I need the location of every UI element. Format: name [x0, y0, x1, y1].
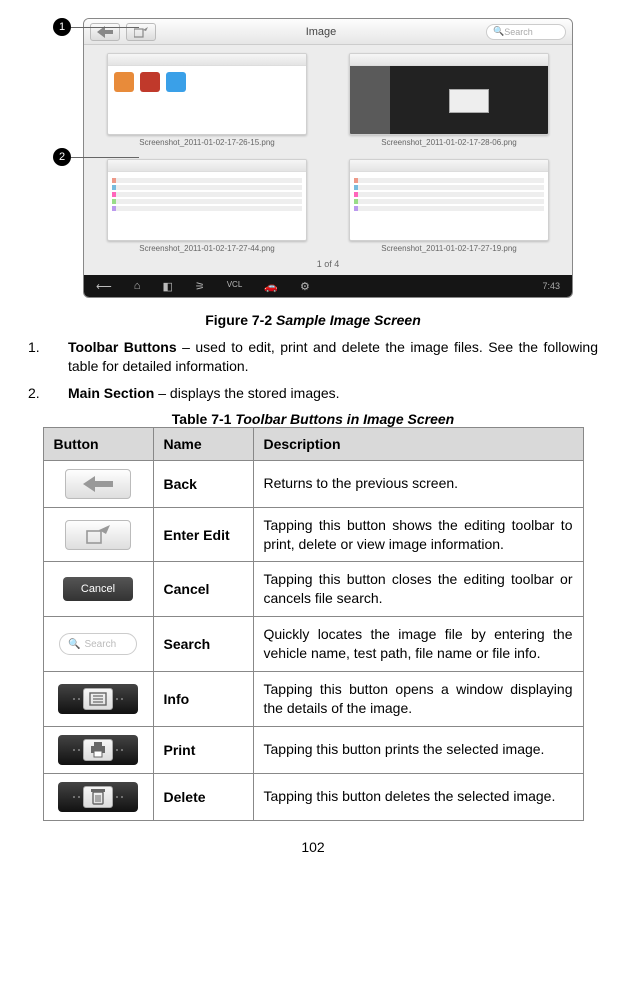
nav-icons-left: ⟵ ⌂ ◧ ⚞ VCL 🚗 ⚙: [96, 280, 310, 293]
table-row-info: Info Tapping this button opens a window …: [43, 672, 583, 727]
name-search: Search: [153, 617, 253, 672]
desc-enter-edit: Tapping this button shows the editing to…: [253, 507, 583, 562]
thumb-grid: Screenshot_2011-01-02-17-26-15.png Scree…: [96, 53, 560, 253]
print-button-mock: [58, 735, 138, 765]
obd-nav-icon[interactable]: ⚞: [195, 280, 205, 293]
thumb-1[interactable]: Screenshot_2011-01-02-17-26-15.png: [96, 53, 318, 147]
callout-2: 2: [53, 148, 71, 166]
titlebar-search-placeholder: Search: [504, 27, 533, 37]
th-button: Button: [43, 427, 153, 460]
device-screenshot: Image 🔍 Search: [83, 18, 573, 298]
thumb-caption-3: Screenshot_2011-01-02-17-27-44.png: [139, 244, 275, 253]
table-row-cancel: Cancel Cancel Tapping this button closes…: [43, 562, 583, 617]
thumb-img-2: [349, 53, 549, 135]
description-list: Toolbar Buttons – used to edit, print an…: [28, 338, 598, 403]
list-item-1: Toolbar Buttons – used to edit, print an…: [28, 338, 598, 376]
enter-edit-button-mock: [65, 520, 131, 550]
search-button-label: Search: [84, 639, 116, 650]
btn-cell-print: [43, 726, 153, 773]
list-item-2-bold: Main Section: [68, 385, 154, 401]
btn-cell-info: [43, 672, 153, 727]
name-print: Print: [153, 726, 253, 773]
table-caption-title: Toolbar Buttons in Image Screen: [235, 411, 454, 427]
name-cancel: Cancel: [153, 562, 253, 617]
device-navbar: ⟵ ⌂ ◧ ⚞ VCL 🚗 ⚙ 7:43: [84, 275, 572, 297]
info-icon: [83, 688, 113, 710]
name-delete: Delete: [153, 773, 253, 820]
list-item-1-bold: Toolbar Buttons: [68, 339, 177, 355]
thumb-3[interactable]: Screenshot_2011-01-02-17-27-44.png: [96, 159, 318, 253]
cancel-button-mock: Cancel: [63, 577, 133, 601]
desc-back: Returns to the previous screen.: [253, 460, 583, 507]
titlebar-search[interactable]: 🔍 Search: [486, 24, 566, 40]
pager: 1 of 4: [96, 259, 560, 269]
name-enter-edit: Enter Edit: [153, 507, 253, 562]
thumb-img-3: [107, 159, 307, 241]
thumb-caption-2: Screenshot_2011-01-02-17-28-06.png: [381, 138, 517, 147]
th-description: Description: [253, 427, 583, 460]
desc-search: Quickly locates the image file by enteri…: [253, 617, 583, 672]
btn-cell-enter-edit: [43, 507, 153, 562]
page-number: 102: [28, 839, 598, 855]
btn-cell-cancel: Cancel: [43, 562, 153, 617]
device-body: Screenshot_2011-01-02-17-26-15.png Scree…: [84, 45, 572, 275]
back-button-mock: [65, 469, 131, 499]
figure-caption-title: Sample Image Screen: [276, 312, 421, 328]
desc-print: Tapping this button prints the selected …: [253, 726, 583, 773]
thumb-4[interactable]: Screenshot_2011-01-02-17-27-19.png: [338, 159, 560, 253]
table-caption-prefix: Table 7-1: [172, 411, 236, 427]
btn-cell-delete: [43, 773, 153, 820]
figure-caption-prefix: Figure 7-2: [205, 312, 276, 328]
toolbar-table: Button Name Description Back Returns to …: [43, 427, 584, 821]
search-icon: 🔍: [493, 26, 504, 37]
th-name: Name: [153, 427, 253, 460]
status-clock: 7:43: [542, 281, 560, 291]
list-item-2: Main Section – displays the stored image…: [28, 384, 598, 403]
home-nav-icon[interactable]: ⌂: [134, 280, 141, 293]
figure-caption: Figure 7-2 Sample Image Screen: [28, 312, 598, 328]
table-row-search: 🔍 Search Search Quickly locates the imag…: [43, 617, 583, 672]
search-button-mock: 🔍 Search: [59, 633, 137, 655]
delete-icon: [83, 786, 113, 808]
desc-info: Tapping this button opens a window displ…: [253, 672, 583, 727]
list-item-2-rest: – displays the stored images.: [154, 385, 339, 401]
desc-delete: Tapping this button deletes the selected…: [253, 773, 583, 820]
name-info: Info: [153, 672, 253, 727]
btn-cell-search: 🔍 Search: [43, 617, 153, 672]
info-button-mock: [58, 684, 138, 714]
btn-cell-back: [43, 460, 153, 507]
thumb-2[interactable]: Screenshot_2011-01-02-17-28-06.png: [338, 53, 560, 147]
table-caption: Table 7-1 Toolbar Buttons in Image Scree…: [28, 411, 598, 427]
callout-1-line: [71, 27, 139, 28]
name-back: Back: [153, 460, 253, 507]
table-header-row: Button Name Description: [43, 427, 583, 460]
desc-cancel: Tapping this button closes the editing t…: [253, 562, 583, 617]
document-page: 1 2 Image 🔍 Search: [0, 0, 626, 865]
back-icon[interactable]: [90, 23, 120, 41]
thumb-img-4: [349, 159, 549, 241]
apps-nav-icon[interactable]: ◧: [162, 280, 172, 293]
cancel-button-label: Cancel: [81, 583, 115, 595]
table-row-delete: Delete Tapping this button deletes the s…: [43, 773, 583, 820]
table-row-print: Print Tapping this button prints the sel…: [43, 726, 583, 773]
figure-wrap: 1 2 Image 🔍 Search: [53, 18, 573, 298]
tool-nav-icon[interactable]: ⚙: [300, 280, 310, 293]
print-icon: [83, 739, 113, 761]
thumb-img-1: [107, 53, 307, 135]
thumb-caption-1: Screenshot_2011-01-02-17-26-15.png: [139, 138, 275, 147]
search-icon-mock: 🔍: [68, 639, 80, 650]
table-row-back: Back Returns to the previous screen.: [43, 460, 583, 507]
thumb-caption-4: Screenshot_2011-01-02-17-27-19.png: [381, 244, 517, 253]
car-nav-icon[interactable]: 🚗: [264, 280, 278, 293]
table-row-enter-edit: Enter Edit Tapping this button shows the…: [43, 507, 583, 562]
back-nav-icon[interactable]: ⟵: [96, 280, 112, 293]
callout-1: 1: [53, 18, 71, 36]
delete-button-mock: [58, 782, 138, 812]
titlebar-title: Image: [162, 26, 480, 38]
callout-2-line: [71, 157, 139, 158]
vcl-nav-icon[interactable]: VCL: [227, 280, 243, 293]
device-titlebar: Image 🔍 Search: [84, 19, 572, 45]
share-icon[interactable]: [126, 23, 156, 41]
